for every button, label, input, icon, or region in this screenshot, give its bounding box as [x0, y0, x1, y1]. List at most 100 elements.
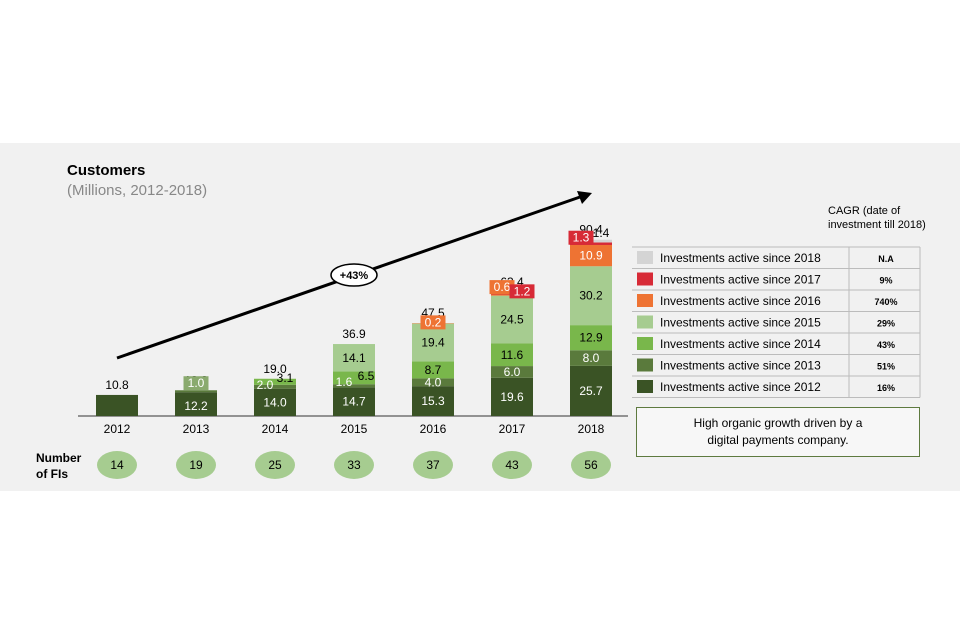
segment-label-2018-s3: 12.9 [579, 331, 603, 345]
segment-label-2014-s2: 2.0 [257, 378, 274, 392]
fi-circle-2016 [413, 451, 453, 479]
chart-subtitle: (Millions, 2012-2018) [67, 182, 208, 199]
fi-circle-2015 [334, 451, 374, 479]
fi-count-2014: 25 [268, 458, 282, 472]
bar-segment-2013-s1 [175, 392, 217, 416]
segment-label-2017-s3: 11.6 [501, 348, 524, 362]
bar-segment-2016-s4 [412, 323, 454, 362]
cagr-value-2015: 29% [877, 319, 895, 329]
label-box-2013-s2 [183, 376, 209, 391]
legend-swatch-2014 [637, 337, 653, 350]
legend-swatch-2017 [637, 272, 653, 286]
segment-label-2017-s6: 1.2 [514, 284, 531, 298]
segment-label-2016-s5: 0.2 [425, 315, 442, 329]
bar-segment-2012-s1 [96, 394, 138, 416]
legend-label-2017: Investments active since 2017 [660, 273, 821, 287]
x-tick-label-2016: 2016 [420, 422, 447, 436]
bar-segment-2018-s4 [570, 266, 612, 326]
legend-label-2014: Investments active since 2014 [660, 337, 821, 351]
cagr-value-2012: 16% [877, 383, 895, 393]
segment-label-2017-s2: 6.0 [504, 365, 521, 379]
fi-count-2013: 19 [189, 458, 203, 472]
fi-circle-2013 [176, 451, 216, 479]
bar-segment-2018-s2 [570, 350, 612, 366]
bar-segment-2015-s4 [333, 344, 375, 372]
segment-label-2016-s3: 8.7 [425, 363, 442, 377]
segment-label-2015-s2: 1.6 [336, 375, 353, 389]
legend-label-2018: Investments active since 2018 [660, 251, 821, 265]
cagr-value-2016: 740% [874, 297, 897, 307]
bar-segment-2015-s1 [333, 387, 375, 416]
segment-label-2014-s1: 14.0 [263, 395, 287, 409]
total-label-2012: 10.8 [105, 378, 129, 392]
fi-circle-2018 [571, 451, 611, 479]
bar-segment-2017-s3 [491, 343, 533, 367]
growth-arrow-head [577, 191, 592, 204]
legend-label-2013: Investments active since 2013 [660, 359, 821, 373]
fi-count-2015: 33 [347, 458, 361, 472]
growth-annotation-text: +43% [340, 270, 369, 282]
segment-label-2018-s7: 1.4 [593, 226, 610, 240]
bar-segment-2015-s3 [333, 371, 375, 385]
segment-label-2013-s1: 12.2 [184, 399, 208, 413]
note-box: High organic growth driven by a digital … [636, 407, 920, 457]
fi-count-2016: 37 [426, 458, 440, 472]
segment-label-2014-s3: 3.1 [277, 371, 294, 385]
segment-label-2018-s5: 10.9 [579, 249, 603, 263]
segment-label-2017-s1: 19.6 [500, 390, 524, 404]
legend-label-2012: Investments active since 2012 [660, 380, 821, 394]
segment-label-2018-s4: 30.2 [579, 289, 603, 303]
cagr-value-2018: N.A [878, 254, 894, 264]
label-box-2016-s5 [420, 315, 446, 330]
fi-count-2018: 56 [584, 458, 598, 472]
legend-swatch-2013 [637, 358, 653, 372]
bar-segment-2015-s2 [333, 384, 375, 388]
fi-circle-2012 [97, 451, 137, 479]
bar-segment-2017-s2 [491, 366, 533, 378]
segment-label-2016-s1: 15.3 [421, 394, 445, 408]
fi-circle-2014 [255, 451, 295, 479]
chart-title: Customers [67, 162, 146, 179]
legend-swatch-2018 [637, 251, 653, 264]
total-label-2015: 36.9 [342, 327, 366, 341]
cagr-header: CAGR (date of investment till 2018) [828, 205, 926, 231]
fi-circle-2017 [492, 451, 532, 479]
growth-annotation-oval [330, 263, 378, 287]
bar-segment-2017-s4 [491, 295, 533, 344]
bar-segment-2018-s3 [570, 325, 612, 351]
bar-segment-2016-s2 [412, 378, 454, 387]
legend-swatch-2012 [637, 380, 653, 393]
note-text: High organic growth driven by a digital … [693, 416, 863, 447]
cagr-value-2017: 9% [879, 276, 892, 286]
x-tick-label-2018: 2018 [578, 422, 605, 436]
fi-count-2017: 43 [505, 458, 519, 472]
label-box-2018-s6 [568, 230, 594, 245]
bar-segment-2018-s1 [570, 365, 612, 416]
total-label-2014: 19.0 [263, 362, 287, 376]
x-tick-label-2013: 2013 [183, 422, 210, 436]
cagr-value-2014: 43% [877, 340, 895, 350]
bar-segment-2013-s2 [175, 390, 217, 393]
segment-label-2015-s3: 6.5 [358, 369, 375, 383]
legend-swatch-2016 [637, 294, 653, 307]
segment-label-2018-s6: 1.3 [573, 231, 590, 245]
bar-segment-2016-s3 [412, 361, 454, 379]
bar-segment-2016-s1 [412, 386, 454, 416]
segment-label-2016-s2: 4.0 [425, 375, 442, 389]
x-tick-label-2014: 2014 [262, 422, 289, 436]
fi-count-2012: 14 [110, 458, 124, 472]
bar-segment-2014-s2 [254, 384, 296, 389]
bar-segment-2014-s3 [254, 378, 296, 385]
x-tick-label-2012: 2012 [104, 422, 131, 436]
segment-label-2016-s4: 19.4 [421, 335, 445, 349]
legend-label-2016: Investments active since 2016 [660, 294, 821, 308]
bar-segment-2018-s5 [570, 244, 612, 267]
segment-label-2017-s5: 0.6 [494, 280, 511, 294]
x-tick-label-2015: 2015 [341, 422, 368, 436]
x-tick-label-2017: 2017 [499, 422, 526, 436]
segment-label-2015-s4: 14.1 [342, 351, 366, 365]
label-box-2017-s6 [509, 284, 535, 299]
legend-label-2015: Investments active since 2015 [660, 316, 821, 330]
segment-label-2013-s2: 1.0 [188, 376, 205, 390]
